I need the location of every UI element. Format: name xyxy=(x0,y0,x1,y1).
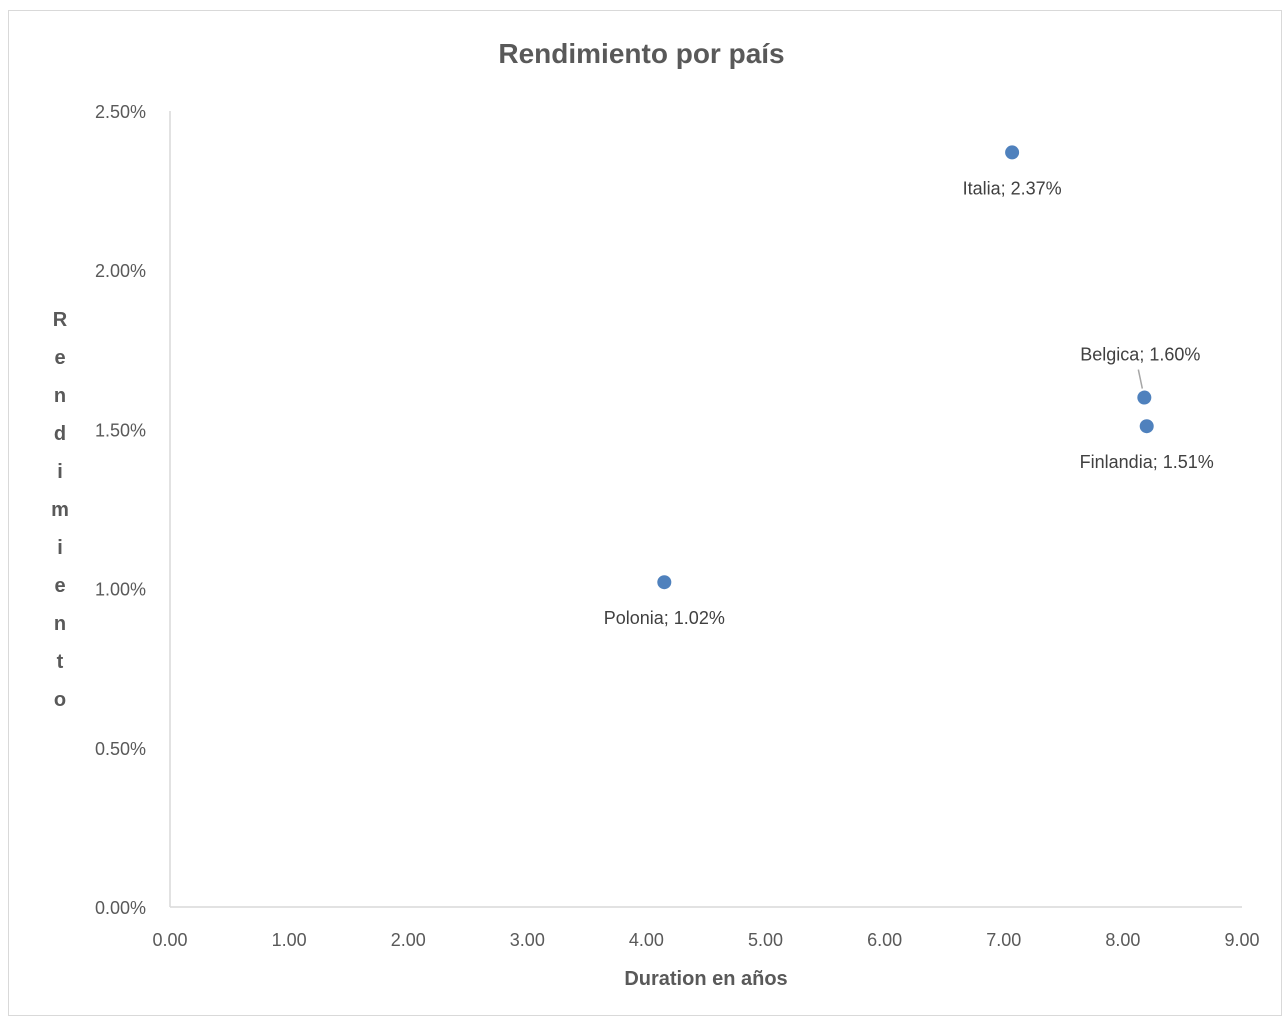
leader-line-belgica xyxy=(1137,369,1144,389)
x-tick-label: 1.00 xyxy=(272,930,307,950)
x-axis-title: Duration en años xyxy=(624,968,787,990)
x-tick-label: 9.00 xyxy=(1224,930,1259,950)
chart-title: Rendimiento por país xyxy=(498,38,785,69)
data-label-polonia: Polonia; 1.02% xyxy=(604,608,725,628)
y-tick-label: 0.50% xyxy=(95,739,146,759)
y-tick-label: 2.00% xyxy=(95,261,146,281)
x-tick-label: 6.00 xyxy=(867,930,902,950)
data-point-belgica xyxy=(1137,390,1152,405)
data-label-belgica: Belgica; 1.60% xyxy=(1080,345,1200,365)
chart-area xyxy=(8,10,1282,1016)
y-tick-label: 1.50% xyxy=(95,420,146,440)
x-tick-label: 7.00 xyxy=(986,930,1021,950)
y-tick-label: 1.00% xyxy=(95,580,146,600)
y-tick-label: 0.00% xyxy=(95,898,146,918)
x-tick-label: 4.00 xyxy=(629,930,664,950)
y-tick-label: 2.50% xyxy=(95,102,146,122)
x-tick-label: 2.00 xyxy=(391,930,426,950)
x-tick-label: 5.00 xyxy=(748,930,783,950)
data-label-italia: Italia; 2.37% xyxy=(963,178,1062,198)
data-label-finlandia: Finlandia; 1.51% xyxy=(1080,452,1214,472)
data-point-finlandia xyxy=(1139,419,1154,434)
data-point-polonia xyxy=(657,575,672,590)
x-tick-label: 8.00 xyxy=(1105,930,1140,950)
data-point-italia xyxy=(1005,145,1020,160)
x-tick-label: 0.00 xyxy=(152,930,187,950)
x-tick-label: 3.00 xyxy=(510,930,545,950)
